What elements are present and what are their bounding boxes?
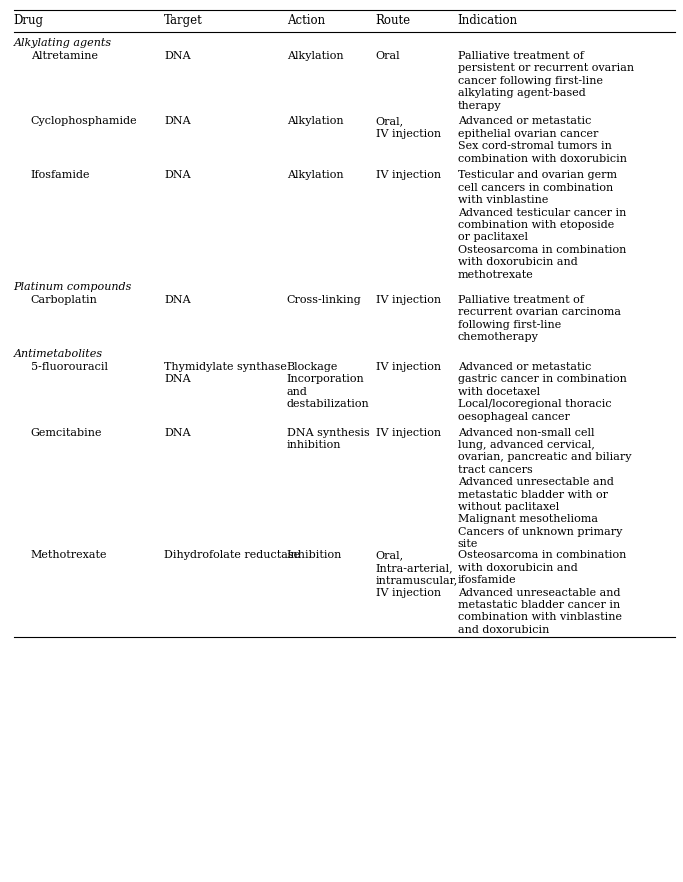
Text: Alkylation: Alkylation [287, 170, 344, 181]
Text: Platinum compounds: Platinum compounds [14, 282, 132, 292]
Text: DNA synthesis
inhibition: DNA synthesis inhibition [287, 428, 370, 450]
Text: Cross-linking: Cross-linking [287, 295, 361, 305]
Text: Advanced or metastatic
gastric cancer in combination
with docetaxel
Local/locore: Advanced or metastatic gastric cancer in… [458, 362, 626, 422]
Text: Target: Target [164, 14, 203, 27]
Text: IV injection: IV injection [376, 295, 441, 305]
Text: 5-fluorouracil: 5-fluorouracil [31, 362, 108, 372]
Text: Palliative treatment of
recurrent ovarian carcinoma
following first-line
chemoth: Palliative treatment of recurrent ovaria… [458, 295, 621, 342]
Text: Carboplatin: Carboplatin [31, 295, 98, 305]
Text: DNA: DNA [164, 170, 191, 181]
Text: Drug: Drug [14, 14, 44, 27]
Text: Advanced non-small cell
lung, advanced cervical,
ovarian, pancreatic and biliary: Advanced non-small cell lung, advanced c… [458, 428, 631, 549]
Text: Action: Action [287, 14, 325, 27]
Text: Methotrexate: Methotrexate [31, 550, 107, 560]
Text: IV injection: IV injection [376, 362, 441, 372]
Text: Thymidylate synthase
DNA: Thymidylate synthase DNA [164, 362, 287, 385]
Text: Alkylating agents: Alkylating agents [14, 38, 112, 48]
Text: DNA: DNA [164, 295, 191, 305]
Text: DNA: DNA [164, 116, 191, 126]
Text: IV injection: IV injection [376, 428, 441, 437]
Text: Cyclophosphamide: Cyclophosphamide [31, 116, 137, 126]
Text: Palliative treatment of
persistent or recurrent ovarian
cancer following first-l: Palliative treatment of persistent or re… [458, 51, 634, 110]
Text: Oral,
IV injection: Oral, IV injection [376, 116, 441, 138]
Text: Blockage
Incorporation
and
destabilization: Blockage Incorporation and destabilizati… [287, 362, 370, 409]
Text: Dihydrofolate reductase: Dihydrofolate reductase [164, 550, 300, 560]
Text: Inhibition: Inhibition [287, 550, 342, 560]
Text: Gemcitabine: Gemcitabine [31, 428, 102, 437]
Text: Osteosarcoma in combination
with doxorubicin and
ifosfamide
Advanced unreseactab: Osteosarcoma in combination with doxorub… [458, 550, 626, 635]
Text: Advanced or metastatic
epithelial ovarian cancer
Sex cord-stromal tumors in
comb: Advanced or metastatic epithelial ovaria… [458, 116, 626, 164]
Text: Ifosfamide: Ifosfamide [31, 170, 90, 181]
Text: DNA: DNA [164, 428, 191, 437]
Text: Altretamine: Altretamine [31, 51, 98, 61]
Text: Antimetabolites: Antimetabolites [14, 349, 102, 359]
Text: Alkylation: Alkylation [287, 51, 344, 61]
Text: Oral: Oral [376, 51, 400, 61]
Text: Route: Route [376, 14, 410, 27]
Text: Testicular and ovarian germ
cell cancers in combination
with vinblastine
Advance: Testicular and ovarian germ cell cancers… [458, 170, 626, 280]
Text: DNA: DNA [164, 51, 191, 61]
Text: IV injection: IV injection [376, 170, 441, 181]
Text: Oral,
Intra-arterial,
intramuscular,
IV injection: Oral, Intra-arterial, intramuscular, IV … [376, 550, 458, 598]
Text: Indication: Indication [458, 14, 518, 27]
Text: Alkylation: Alkylation [287, 116, 344, 126]
